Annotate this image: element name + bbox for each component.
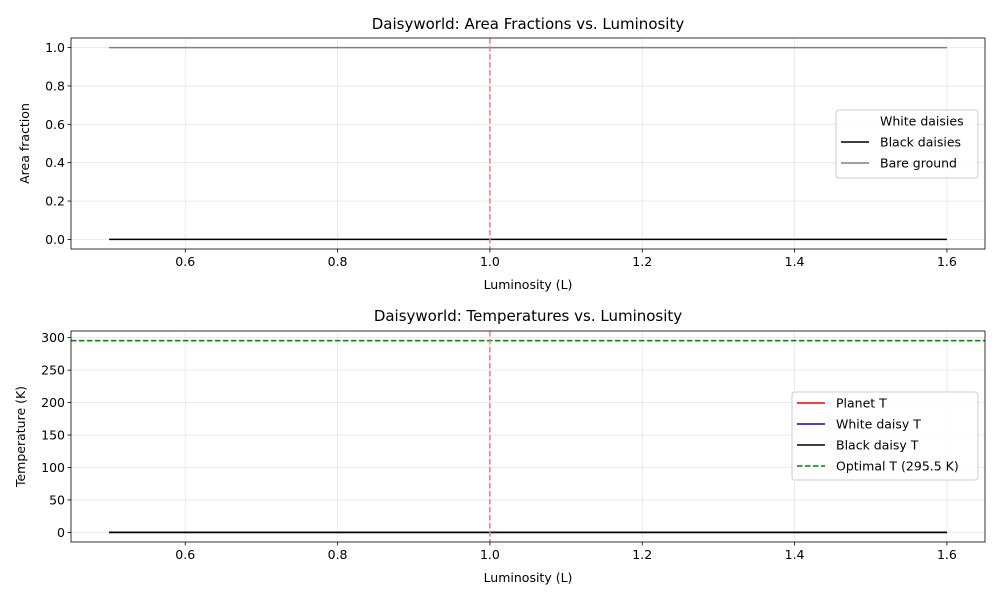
legend-label: Planet T: [836, 396, 887, 411]
chart-panel-1: 0.6 0.8 1.0 1.2 1.4 1.6 0.0 0.2 0.4 0.6 0.8 1.0 Dais…: [17, 15, 986, 292]
chart-title: Daisyworld: Temperatures vs. Luminosity: [374, 307, 682, 325]
legend-box: [791, 391, 979, 481]
y-axis-label: Temperature (K): [13, 386, 28, 488]
y-axis-label: Area fraction: [17, 103, 32, 184]
y-tick-label: 0.2: [45, 194, 65, 209]
x-tick-label: 1.6: [937, 547, 957, 562]
y-tick-label: 250: [41, 363, 65, 378]
legend-label: Black daisies: [880, 135, 961, 150]
legend-label: White daisies: [880, 114, 964, 129]
y-tick-label: 1.0: [45, 40, 65, 55]
y-tick-label: 0.6: [45, 117, 65, 132]
x-tick-label: 1.0: [480, 547, 500, 562]
legend: Planet T White daisy T Black daisy T Optima…: [791, 391, 979, 481]
x-tick-label: 1.4: [785, 547, 805, 562]
y-tick-label: 0.8: [45, 78, 65, 93]
chart-panel-2: 0.6 0.8 1.0 1.2 1.4 1.6 0 50 100 150 200 250 300 Dais…: [13, 307, 986, 585]
y-tick-label: 50: [49, 492, 65, 507]
x-tick-label: 1.6: [937, 254, 957, 269]
x-axis-label: Luminosity (L): [484, 277, 573, 292]
y-tick-label: 0.4: [45, 155, 65, 170]
x-tick-label: 0.8: [328, 254, 348, 269]
legend-box: [835, 109, 979, 179]
chart-title: Daisyworld: Area Fractions vs. Luminosit…: [372, 15, 685, 33]
y-tick-label: 300: [41, 330, 65, 345]
legend-label: Optimal T (295.5 K): [836, 459, 959, 474]
legend-label: Black daisy T: [836, 438, 919, 453]
x-tick-label: 1.0: [480, 254, 500, 269]
x-axis-label: Luminosity (L): [484, 570, 573, 585]
legend-label: Bare ground: [880, 156, 957, 171]
legend-label: White daisy T: [836, 417, 921, 432]
x-tick-label: 1.2: [632, 254, 652, 269]
y-tick-label: 0.0: [45, 232, 65, 247]
x-tick-label: 0.6: [175, 254, 195, 269]
y-tick-label: 0: [57, 525, 65, 540]
plot-frame: [70, 330, 986, 543]
legend: White daisies Black daisies Bare ground: [835, 109, 979, 179]
x-tick-label: 1.2: [632, 547, 652, 562]
y-tick-label: 150: [41, 428, 65, 443]
x-tick-label: 1.4: [785, 254, 805, 269]
y-tick-label: 100: [41, 460, 65, 475]
x-tick-label: 0.8: [328, 547, 348, 562]
plot-frame: [70, 37, 986, 250]
y-tick-label: 200: [41, 395, 65, 410]
x-tick-label: 0.6: [175, 547, 195, 562]
